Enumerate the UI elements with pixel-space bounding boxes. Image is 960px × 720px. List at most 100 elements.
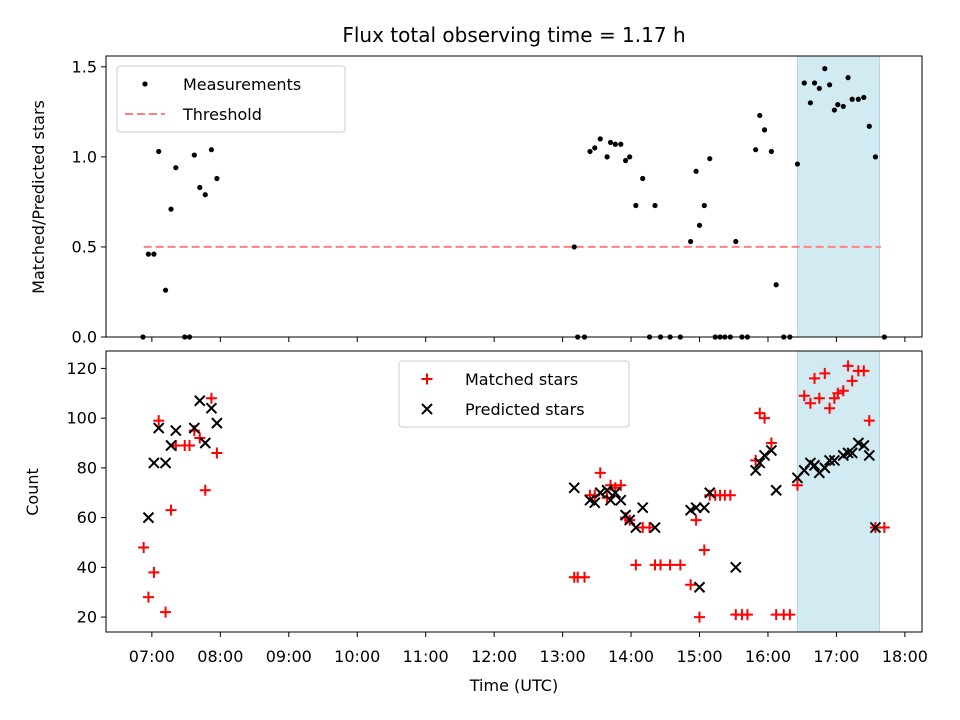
bottom-predicted-stars-point — [601, 484, 613, 496]
top-measurements-point — [761, 127, 768, 133]
top-measurements-point — [173, 165, 179, 171]
top-measurements-point — [197, 184, 203, 191]
bottom-matched-stars-point — [211, 447, 223, 459]
bottom-matched-stars-point — [858, 365, 870, 377]
bottom-matched-stars-point — [644, 522, 656, 534]
x-tick-label: 14:00 — [608, 647, 654, 666]
top-measurements-point — [826, 82, 833, 88]
bottom-predicted-stars-point — [568, 482, 580, 494]
top-measurements-point — [688, 238, 694, 245]
top-y-tick-label: 0.5 — [72, 237, 97, 256]
top-measurements-point — [768, 148, 774, 155]
bottom-predicted-stars-point — [698, 501, 711, 514]
bottom-predicted-stars-point — [630, 521, 642, 534]
x-tick-label: 18:00 — [882, 647, 928, 666]
x-tick-label: 10:00 — [334, 647, 380, 666]
bottom-matched-stars-point — [846, 375, 858, 387]
bottom-predicted-stars-point — [148, 457, 160, 469]
bottom-y-tick-label: 120 — [66, 359, 97, 378]
top-measurements-point — [707, 156, 713, 162]
top-measurements-point — [811, 80, 818, 86]
top-axes-frame — [105, 55, 923, 338]
bottom-legend-predicted-stars-label: Predicted stars — [465, 400, 585, 419]
bottom-predicted-stars-point — [649, 521, 661, 534]
top-measurements-point — [872, 154, 879, 160]
top-measurements-point — [587, 148, 593, 155]
bottom-predicted-stars-point — [165, 439, 177, 452]
bottom-matched-stars-point — [664, 559, 676, 571]
bottom-matched-stars-point — [153, 415, 165, 427]
bottom-y-tick-label: 100 — [66, 409, 97, 428]
top-measurements-point — [840, 103, 846, 110]
top-measurements-point — [753, 147, 759, 153]
bottom-matched-stars-point — [165, 504, 177, 516]
bottom-matched-stars-point — [741, 609, 753, 621]
x-tick-label: 07:00 — [129, 647, 175, 666]
bottom-legend-predicted-stars-marker — [421, 403, 433, 415]
bottom-matched-stars-point — [594, 467, 606, 479]
bottom-predicted-stars-point — [765, 444, 778, 457]
top-legend: Measurements Threshold — [116, 65, 346, 133]
bottom-predicted-stars-point — [842, 447, 854, 459]
bottom-matched-stars-point — [819, 367, 831, 379]
bottom-panel: 20 40 60 80 100 120 07:00 08:00 09:00 10:00 11:00 1… — [66, 350, 928, 666]
bottom-predicted-stars-point — [819, 462, 831, 474]
bottom-predicted-stars-point — [636, 501, 649, 514]
bottom-predicted-stars-point — [589, 496, 601, 509]
x-tick-label: 13:00 — [540, 647, 586, 666]
bottom-predicted-stars-point — [770, 484, 782, 496]
bottom-matched-stars-point — [809, 372, 821, 384]
top-measurements-point — [801, 80, 807, 86]
bottom-matched-stars-point — [194, 432, 206, 444]
bottom-matched-stars-point — [579, 571, 591, 583]
top-legend-threshold-label: Threshold — [182, 105, 262, 124]
top-measurements-point — [701, 202, 707, 209]
bottom-matched-stars-point — [674, 559, 686, 571]
bottom-matched-stars-point — [630, 559, 642, 571]
top-highlight-band — [796, 55, 881, 338]
bottom-matched-stars-point — [690, 514, 702, 526]
top-measurements-point — [794, 161, 801, 167]
top-measurements-point — [622, 157, 629, 164]
bottom-legend-matched-stars-label: Matched stars — [465, 370, 578, 389]
bottom-predicted-stars-point — [142, 511, 155, 524]
bottom-matched-stars-point — [654, 559, 666, 571]
bottom-matched-stars-point — [694, 611, 706, 623]
bottom-matched-stars-point — [824, 402, 836, 414]
bottom-predicted-stars-point — [846, 447, 858, 459]
bottom-matched-stars-point — [199, 484, 211, 496]
bottom-predicted-stars-point — [749, 464, 762, 477]
x-tick-label: 08:00 — [197, 647, 243, 666]
x-tick-label: 12:00 — [471, 647, 517, 666]
x-tick-label: 09:00 — [266, 647, 312, 666]
top-measurements-point — [627, 154, 633, 160]
top-y-tick-label: 1.0 — [72, 147, 97, 166]
top-measurements-point — [693, 168, 699, 174]
bottom-matched-stars-point — [784, 609, 796, 621]
bottom-predicted-stars-point — [159, 457, 172, 469]
top-measurements-point — [592, 145, 598, 151]
top-measurements-point — [214, 175, 220, 182]
top-y-axis-label: Matched/Predicted stars — [29, 100, 48, 294]
top-measurements-point — [618, 141, 624, 147]
bottom-predicted-stars-point — [730, 561, 742, 574]
bottom-predicted-stars-point — [808, 459, 821, 472]
bottom-matched-stars-point — [750, 454, 762, 466]
bottom-predicted-stars-point — [199, 437, 211, 449]
top-measurements-point — [633, 202, 639, 209]
bottom-matched-stars-point — [813, 392, 825, 404]
top-measurements-point — [208, 147, 215, 153]
top-y-tick-label: 1.5 — [72, 57, 97, 76]
bottom-y-axis-label: Count — [23, 468, 42, 516]
chart-title: Flux total observing time = 1.17 h — [342, 23, 685, 47]
top-measurements-point — [866, 123, 872, 129]
x-tick-label: 11:00 — [403, 647, 449, 666]
bottom-matched-stars-point — [142, 591, 154, 603]
bottom-matched-stars-point — [837, 385, 849, 397]
bottom-matched-stars-point — [615, 479, 627, 491]
x-axis-label: Time (UTC) — [469, 676, 558, 695]
x-tick-label: 17:00 — [813, 647, 859, 666]
bottom-matched-stars-point — [791, 479, 803, 491]
top-measurements-point — [604, 154, 610, 160]
